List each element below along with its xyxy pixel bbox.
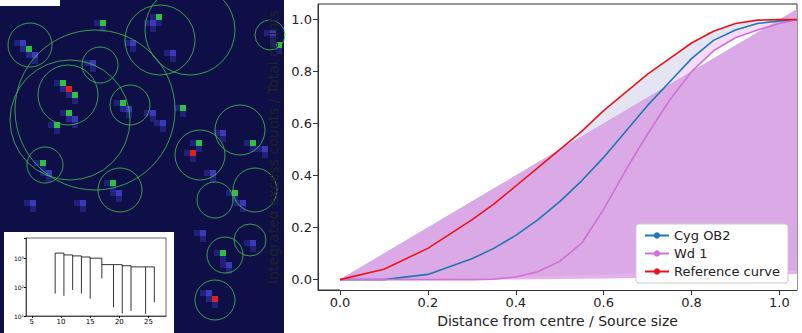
svg-text:0.8: 0.8 xyxy=(681,295,702,310)
svg-text:5: 5 xyxy=(30,318,34,326)
svg-text:0.8: 0.8 xyxy=(291,64,312,79)
svg-text:Wd 1: Wd 1 xyxy=(674,246,708,261)
svg-text:0.2: 0.2 xyxy=(291,220,312,235)
svg-text:10: 10 xyxy=(57,318,66,326)
svg-text:Reference curve: Reference curve xyxy=(674,264,780,279)
svg-text:0.0: 0.0 xyxy=(291,272,312,287)
svg-text:1.0: 1.0 xyxy=(291,12,312,27)
svg-text:1.0: 1.0 xyxy=(769,295,790,310)
svg-text:15: 15 xyxy=(86,318,95,326)
svg-text:0.6: 0.6 xyxy=(291,116,312,131)
svg-text:Cyg OB2: Cyg OB2 xyxy=(674,228,731,243)
svg-text:0.4: 0.4 xyxy=(505,295,526,310)
svg-text:10³: 10³ xyxy=(14,255,25,262)
svg-text:0.4: 0.4 xyxy=(291,168,312,183)
svg-text:0.6: 0.6 xyxy=(593,295,614,310)
svg-text:10²: 10² xyxy=(14,284,25,291)
svg-text:20: 20 xyxy=(115,318,124,326)
svg-text:10¹: 10¹ xyxy=(14,313,25,320)
svg-text:0.0: 0.0 xyxy=(330,295,351,310)
svg-text:Distance from centre / Source: Distance from centre / Source size xyxy=(437,313,678,329)
svg-text:0.2: 0.2 xyxy=(418,295,439,310)
svg-text:Integrated excess counts / Tot: Integrated excess counts / Total counts xyxy=(265,10,281,284)
svg-text:25: 25 xyxy=(144,318,153,326)
